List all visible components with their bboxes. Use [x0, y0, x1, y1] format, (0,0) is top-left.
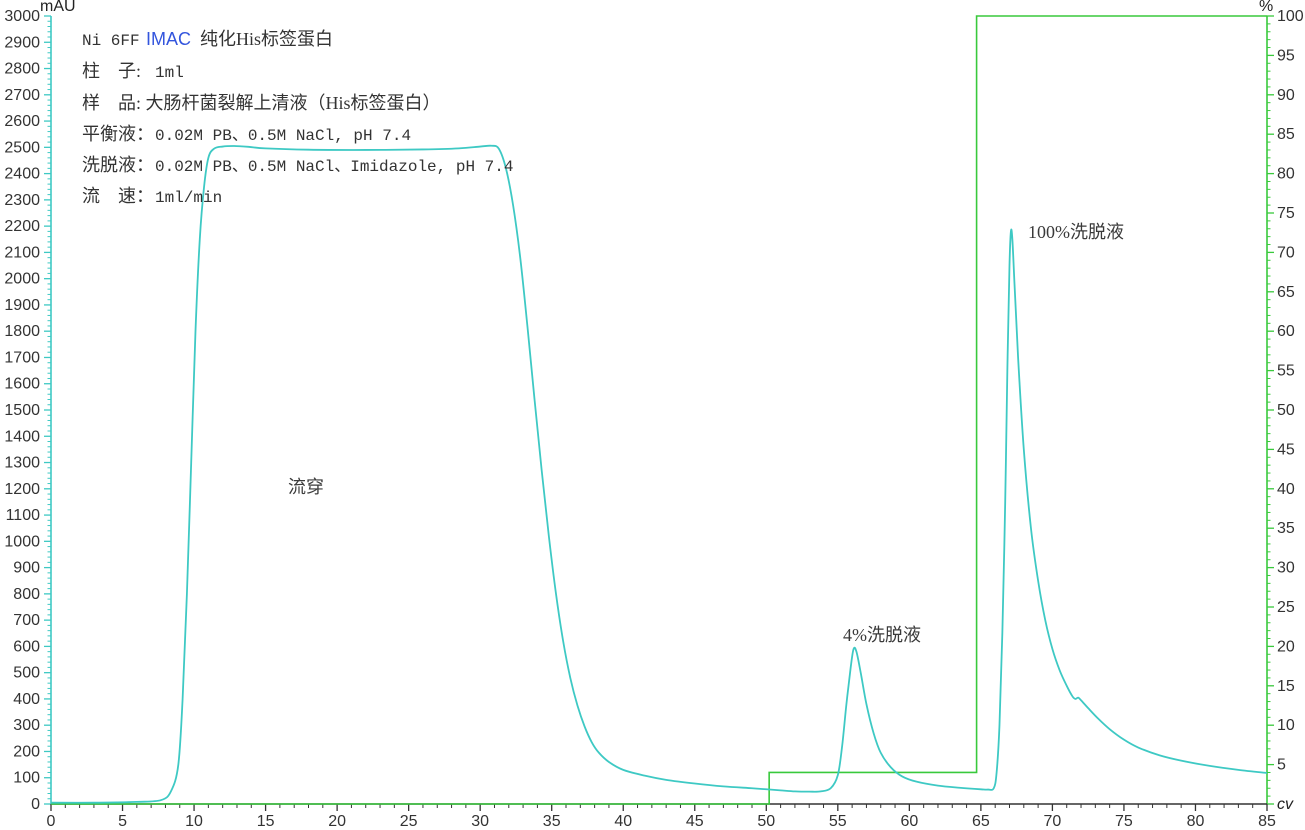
svg-text:600: 600	[13, 638, 40, 655]
svg-text:1000: 1000	[4, 533, 40, 550]
svg-text:样 品: 大肠杆菌裂解上清液（His标签蛋白）: 样 品: 大肠杆菌裂解上清液（His标签蛋白）	[82, 93, 441, 113]
svg-text:300: 300	[13, 717, 40, 734]
svg-text:2700: 2700	[4, 87, 40, 104]
svg-text:45: 45	[1277, 441, 1295, 458]
svg-text:40: 40	[1277, 481, 1295, 498]
svg-text:纯化His标签蛋白: 纯化His标签蛋白	[200, 29, 333, 49]
svg-text:1400: 1400	[4, 428, 40, 445]
svg-text:200: 200	[13, 743, 40, 760]
svg-text:2400: 2400	[4, 166, 40, 183]
svg-text:0: 0	[47, 813, 56, 830]
svg-text:20: 20	[328, 813, 346, 830]
svg-text:30: 30	[1277, 560, 1295, 577]
svg-text:5: 5	[118, 813, 127, 830]
svg-text:10: 10	[185, 813, 203, 830]
svg-text:0.02M PB、0.5M NaCl, pH 7.4: 0.02M PB、0.5M NaCl, pH 7.4	[155, 127, 411, 145]
svg-text:15: 15	[257, 813, 275, 830]
svg-text:10: 10	[1277, 717, 1295, 734]
svg-text:2500: 2500	[4, 139, 40, 156]
svg-text:30: 30	[471, 813, 489, 830]
svg-text:55: 55	[829, 813, 847, 830]
svg-text:95: 95	[1277, 47, 1295, 64]
svg-text:35: 35	[1277, 520, 1295, 537]
svg-text:15: 15	[1277, 678, 1295, 695]
svg-text:4%洗脱液: 4%洗脱液	[843, 625, 921, 645]
svg-text:45: 45	[686, 813, 704, 830]
svg-text:2800: 2800	[4, 61, 40, 78]
svg-text:2000: 2000	[4, 271, 40, 288]
svg-text:1500: 1500	[4, 402, 40, 419]
svg-text:5: 5	[1277, 757, 1286, 774]
svg-text:3000: 3000	[4, 8, 40, 25]
svg-text:2600: 2600	[4, 113, 40, 130]
svg-text:100%洗脱液: 100%洗脱液	[1028, 222, 1124, 242]
svg-text:900: 900	[13, 560, 40, 577]
svg-text:cv: cv	[1277, 796, 1294, 813]
svg-text:1300: 1300	[4, 455, 40, 472]
svg-text:IMAC: IMAC	[146, 29, 191, 49]
svg-text:80: 80	[1277, 166, 1295, 183]
svg-text:75: 75	[1277, 205, 1295, 222]
svg-text:400: 400	[13, 691, 40, 708]
svg-text:柱 子:: 柱 子:	[82, 61, 141, 81]
svg-text:2200: 2200	[4, 218, 40, 235]
svg-text:2300: 2300	[4, 192, 40, 209]
svg-text:65: 65	[1277, 284, 1295, 301]
svg-text:500: 500	[13, 665, 40, 682]
svg-text:1200: 1200	[4, 481, 40, 498]
svg-text:35: 35	[543, 813, 561, 830]
svg-text:0.02M PB、0.5M NaCl、Imidazole,: 0.02M PB、0.5M NaCl、Imidazole, pH 7.4	[155, 158, 513, 176]
svg-text:100: 100	[1277, 8, 1304, 25]
svg-text:100: 100	[13, 770, 40, 787]
svg-text:25: 25	[400, 813, 418, 830]
svg-text:60: 60	[1277, 323, 1295, 340]
svg-text:85: 85	[1277, 126, 1295, 143]
svg-text:50: 50	[757, 813, 775, 830]
svg-text:75: 75	[1115, 813, 1133, 830]
svg-text:85: 85	[1258, 813, 1276, 830]
svg-text:1800: 1800	[4, 323, 40, 340]
svg-text:800: 800	[13, 586, 40, 603]
svg-text:洗脱液：: 洗脱液：	[82, 155, 154, 175]
svg-text:90: 90	[1277, 87, 1295, 104]
svg-text:1600: 1600	[4, 376, 40, 393]
svg-text:50: 50	[1277, 402, 1295, 419]
svg-text:流穿: 流穿	[288, 477, 324, 497]
svg-text:55: 55	[1277, 363, 1295, 380]
svg-text:mAU: mAU	[40, 0, 76, 15]
svg-text:65: 65	[972, 813, 990, 830]
svg-text:0: 0	[31, 796, 40, 813]
svg-text:20: 20	[1277, 638, 1295, 655]
svg-text:25: 25	[1277, 599, 1295, 616]
svg-text:1700: 1700	[4, 349, 40, 366]
svg-text:Ni 6FF: Ni 6FF	[82, 32, 140, 50]
svg-text:1900: 1900	[4, 297, 40, 314]
svg-text:2100: 2100	[4, 244, 40, 261]
svg-text:60: 60	[900, 813, 918, 830]
svg-text:70: 70	[1277, 244, 1295, 261]
svg-text:%: %	[1259, 0, 1273, 15]
svg-text:40: 40	[614, 813, 632, 830]
svg-text:70: 70	[1044, 813, 1062, 830]
svg-text:2900: 2900	[4, 34, 40, 51]
svg-text:1100: 1100	[6, 507, 41, 524]
svg-text:平衡液：: 平衡液：	[82, 124, 154, 144]
svg-text:1ml: 1ml	[155, 64, 184, 82]
svg-text:80: 80	[1187, 813, 1205, 830]
svg-text:流 速：: 流 速：	[82, 186, 154, 206]
svg-text:1ml/min: 1ml/min	[155, 189, 222, 207]
svg-text:700: 700	[13, 612, 40, 629]
